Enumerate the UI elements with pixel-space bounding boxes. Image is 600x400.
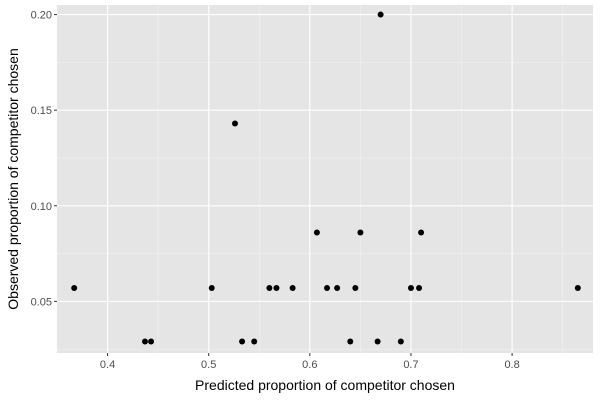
data-point: [148, 338, 155, 345]
y-tick-label: 0.10: [31, 201, 52, 213]
minor-grid: [56, 5, 593, 353]
data-point: [289, 284, 296, 291]
x-tick-label: 0.6: [302, 359, 317, 371]
data-point: [313, 229, 320, 236]
x-tick-label: 0.7: [403, 359, 418, 371]
data-point: [418, 229, 425, 236]
y-tick-label: 0.15: [31, 105, 52, 117]
y-tick-label: 0.05: [31, 296, 52, 308]
data-point: [239, 338, 246, 345]
major-grid: [57, 5, 593, 353]
data-point: [377, 11, 384, 18]
data-point: [324, 284, 331, 291]
x-tick-label: 0.5: [201, 359, 216, 371]
data-point: [208, 284, 215, 291]
y-tick-label: 0.20: [31, 10, 52, 22]
data-point: [266, 284, 273, 291]
x-axis-ticks: 0.4 0.5 0.6 0.7 0.8: [100, 353, 520, 371]
data-points: [71, 11, 581, 345]
data-point: [416, 284, 423, 291]
data-point: [273, 284, 280, 291]
data-point: [357, 229, 364, 236]
data-point: [397, 338, 404, 345]
x-tick-label: 0.4: [100, 359, 115, 371]
data-point: [334, 284, 341, 291]
plot-panel: [57, 5, 593, 353]
data-point: [231, 120, 238, 127]
data-point: [251, 338, 258, 345]
data-point: [347, 338, 354, 345]
data-point: [71, 284, 78, 291]
x-axis-title: Predicted proportion of competitor chose…: [195, 377, 455, 393]
data-point: [407, 284, 414, 291]
data-point: [374, 338, 381, 345]
data-point: [352, 284, 359, 291]
data-point: [141, 338, 148, 345]
y-axis-ticks: 0.05 0.10 0.15 0.20: [31, 10, 57, 308]
data-point: [574, 284, 581, 291]
x-tick-label: 0.8: [504, 359, 519, 371]
y-axis-title: Observed proportion of competitor chosen: [5, 48, 21, 309]
